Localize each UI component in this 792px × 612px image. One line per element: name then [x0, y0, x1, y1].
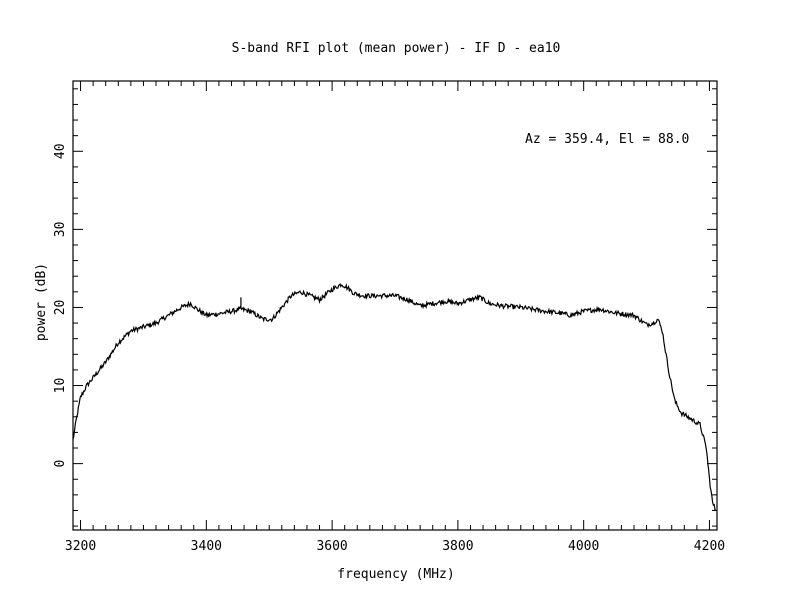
x-axis-label: frequency (MHz) [337, 567, 454, 582]
axis-ticks [73, 81, 717, 530]
x-tick-label: 3600 [316, 539, 347, 554]
x-tick-label: 3400 [191, 539, 222, 554]
series-layer [72, 282, 717, 511]
y-tick-label: 40 [53, 143, 68, 159]
y-tick-label: 0 [53, 460, 68, 468]
x-tick-label: 3200 [65, 539, 96, 554]
pointing-annotation: Az = 359.4, El = 88.0 [525, 132, 689, 147]
x-tick-label: 3800 [442, 539, 473, 554]
y-axis-label: power (dB) [34, 263, 49, 341]
axis-tick-labels: 3200 3400 3600 3800 4000 4200 0 10 20 30 40 [53, 143, 725, 554]
x-tick-label: 4000 [568, 539, 599, 554]
series-line [72, 282, 717, 511]
y-tick-label: 10 [53, 378, 68, 394]
x-tick-label: 4200 [694, 539, 725, 554]
chart-title: S-band RFI plot (mean power) - IF D - ea… [232, 41, 561, 56]
plot-frame [72, 80, 718, 531]
y-tick-label: 30 [53, 222, 68, 238]
y-tick-label: 20 [53, 300, 68, 316]
